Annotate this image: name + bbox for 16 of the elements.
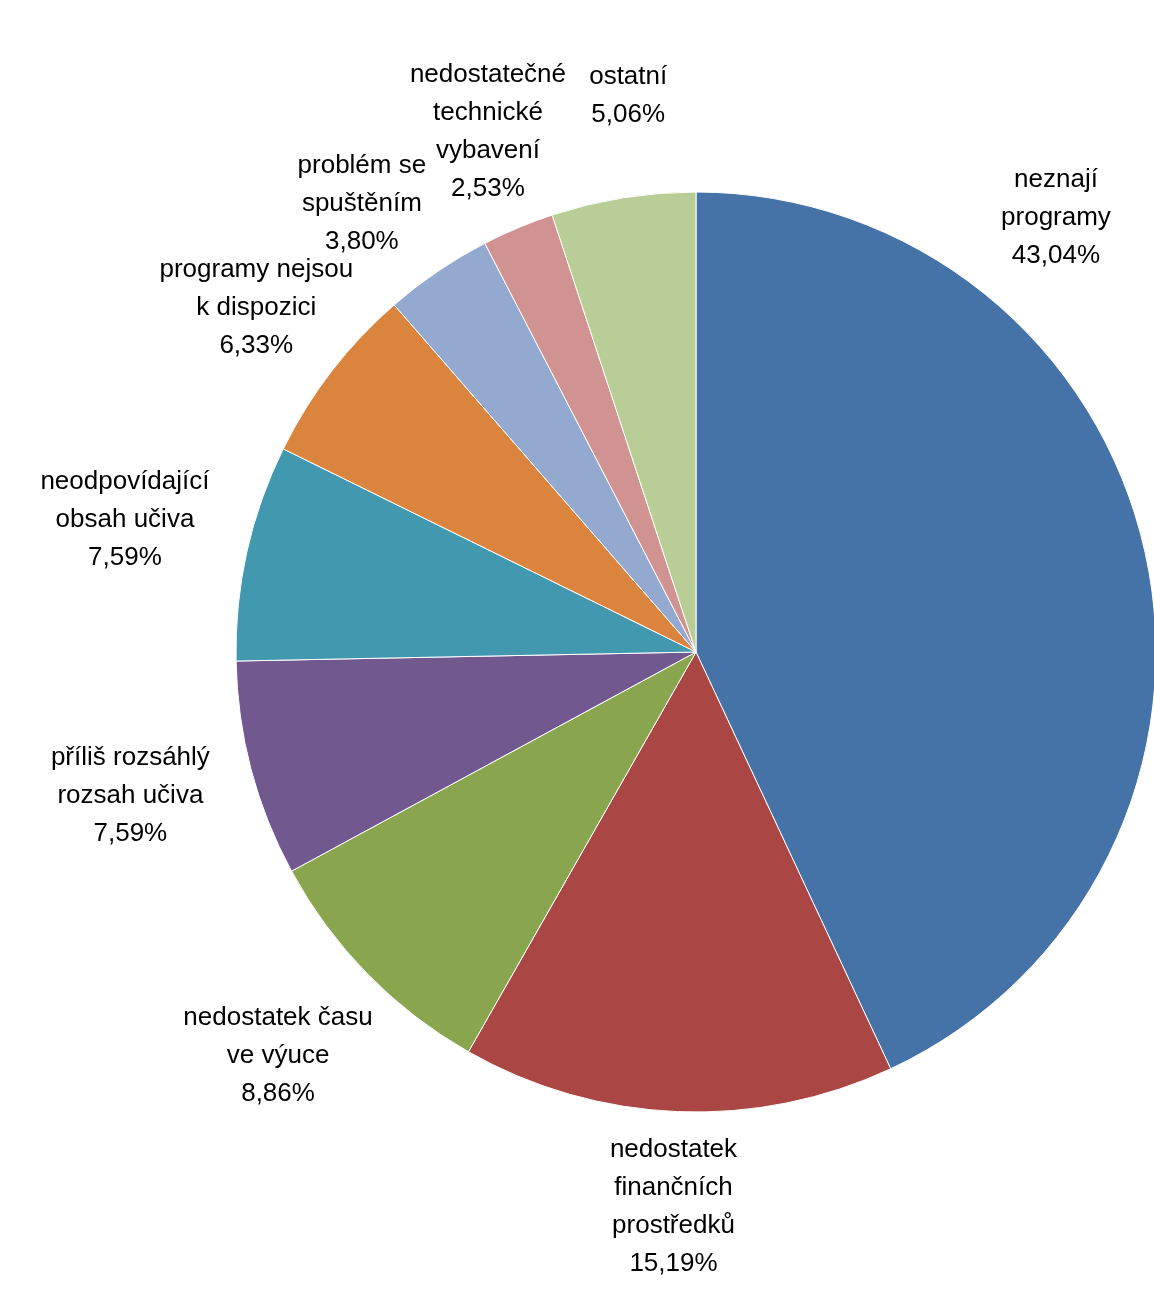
data-label: 3,80% — [325, 224, 399, 255]
slice-label: nedostatek času ve výuce — [183, 1001, 373, 1070]
slice-label: neodpovídající obsah učiva — [40, 465, 211, 533]
data-label: 5,06% — [591, 98, 666, 129]
slice-label: ostatní — [589, 60, 668, 91]
data-label: 15,19% — [629, 1246, 718, 1277]
data-label: 43,04% — [1011, 239, 1101, 270]
slice-label: neznají programy — [1001, 163, 1111, 232]
slice-label: příliš rozsáhlý rozsah učiva — [50, 741, 210, 810]
slice-label: programy nejsou k dispozici — [159, 253, 354, 322]
data-label: 8,86% — [241, 1077, 315, 1108]
slice-label: nedostatek finančních prostředků — [609, 1132, 739, 1239]
data-label: 7,59% — [93, 817, 168, 848]
data-label: 2,53% — [451, 172, 525, 203]
data-label: 6,33% — [219, 329, 294, 360]
data-label: 7,59% — [88, 541, 162, 571]
